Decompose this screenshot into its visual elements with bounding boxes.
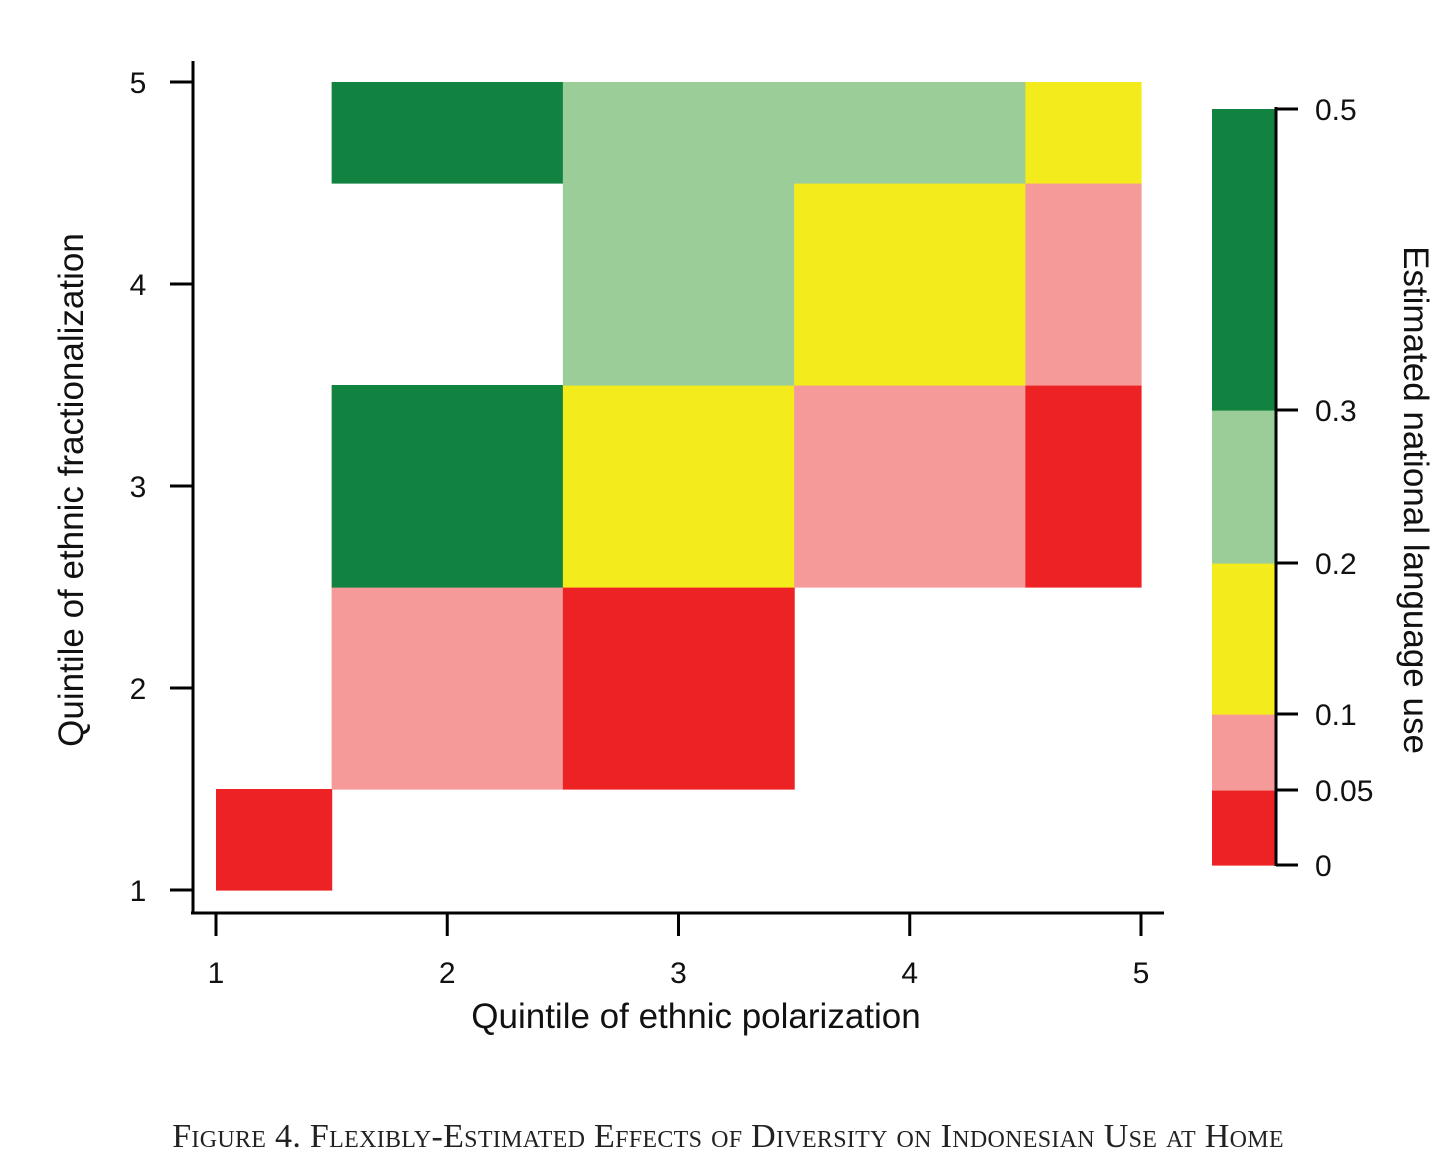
heatmap-cell-x5-y4 bbox=[1025, 183, 1142, 386]
heatmap-cell-x2-y3 bbox=[331, 385, 564, 588]
figure-caption: Figure 4. Flexibly-Estimated Effects of … bbox=[172, 1118, 1284, 1155]
colorbar-tick-label: 0.3 bbox=[1315, 395, 1357, 428]
colorbar-bin-0-0.05 bbox=[1212, 790, 1276, 866]
heatmap-cell-x3-y2 bbox=[562, 587, 795, 790]
heatmap-cell-x4-y4 bbox=[794, 183, 1026, 386]
x-axis-title: Quintile of ethnic polarization bbox=[471, 997, 920, 1036]
colorbar-tick-label: 0.1 bbox=[1315, 699, 1357, 732]
heatmap-cell-x4-y3 bbox=[794, 385, 1026, 588]
y-axis-title: Quintile of ethnic fractionalization bbox=[52, 233, 91, 747]
heatmap-cell-x4-y5 bbox=[794, 82, 1026, 184]
y-tick-label: 1 bbox=[130, 875, 147, 908]
x-tick-label: 1 bbox=[208, 957, 225, 990]
y-tick-label: 2 bbox=[130, 673, 147, 706]
heatmap-cell-x3-y5 bbox=[562, 82, 795, 184]
colorbar-bin-0.2-0.3 bbox=[1212, 410, 1276, 564]
heatmap-cell-x3-y3 bbox=[562, 385, 795, 588]
colorbar-title: Estimated national language use bbox=[1396, 246, 1435, 754]
colorbar-bin-0.1-0.2 bbox=[1212, 563, 1276, 715]
colorbar-ticks: 0 0.05 0.1 0.2 0.3 0.5 bbox=[1276, 94, 1373, 883]
x-tick-label: 5 bbox=[1133, 957, 1150, 990]
heatmap-chart: 1 2 3 4 5 1 2 3 4 5 Quintile of ethnic polarizat… bbox=[52, 61, 1435, 1036]
y-tick-label: 5 bbox=[130, 67, 147, 100]
colorbar-tick-label: 0.5 bbox=[1315, 94, 1357, 127]
heatmap-cell-x2-y2 bbox=[331, 587, 564, 790]
y-axis-ticks: 1 2 3 4 5 bbox=[130, 67, 193, 908]
colorbar-bin-0.05-0.1 bbox=[1212, 714, 1276, 791]
y-tick-label: 4 bbox=[130, 269, 147, 302]
colorbar-tick-label: 0.05 bbox=[1315, 775, 1373, 808]
heatmap-cell-x5-y5 bbox=[1025, 82, 1142, 184]
colorbar-tick-label: 0.2 bbox=[1315, 548, 1357, 581]
colorbar-bin-0.3-0.5 bbox=[1212, 109, 1276, 411]
x-tick-label: 2 bbox=[439, 957, 456, 990]
heatmap-cell-x2-y5 bbox=[331, 82, 564, 184]
heatmap-cell-x3-y4 bbox=[562, 183, 795, 386]
heatmap-cells bbox=[216, 82, 1142, 891]
y-tick-label: 3 bbox=[130, 471, 147, 504]
x-tick-label: 3 bbox=[670, 957, 687, 990]
colorbar bbox=[1212, 109, 1276, 866]
heatmap-cell-x1-y1 bbox=[216, 789, 333, 891]
x-tick-label: 4 bbox=[901, 957, 918, 990]
colorbar-tick-label: 0 bbox=[1315, 850, 1332, 883]
heatmap-cell-x5-y3 bbox=[1025, 385, 1142, 588]
x-axis-ticks: 1 2 3 4 5 bbox=[208, 913, 1150, 990]
